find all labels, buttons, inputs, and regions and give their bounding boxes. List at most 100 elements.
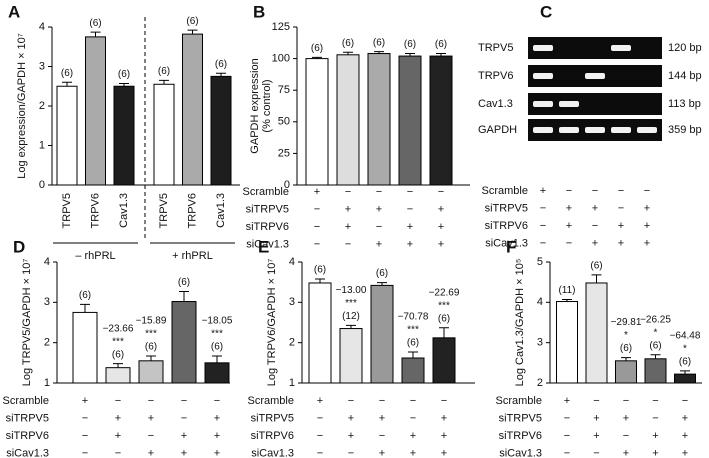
treatment-mark: +: [540, 185, 546, 197]
annotation: (6): [158, 66, 170, 77]
error-bar: [187, 29, 198, 35]
treatment-mark: +: [644, 220, 650, 232]
treatment-label: siCav1.3: [499, 447, 542, 458]
x-tick-label: TRPV6: [186, 193, 198, 228]
treatment-label: siCav1.3: [6, 447, 49, 458]
annotation: *: [683, 344, 687, 355]
bar: [398, 55, 422, 186]
x-tick-label: Cav1.3: [215, 193, 227, 228]
annotation: (6): [373, 37, 385, 48]
treatment-mark: −: [181, 395, 187, 407]
y-axis-label: (% control): [261, 79, 273, 132]
annotation: *: [654, 327, 658, 338]
error-bar: [113, 363, 123, 368]
treatment-mark: −: [407, 203, 413, 215]
error-bar: [80, 303, 90, 313]
treatment-mark: −: [540, 202, 546, 214]
annotation: (6): [186, 16, 198, 27]
treatment-label: siTRPV6: [251, 430, 294, 442]
bar: [56, 85, 78, 186]
treatment-mark: −: [564, 430, 570, 442]
treatment-mark: −: [148, 395, 154, 407]
error-bar: [346, 324, 356, 329]
treatment-mark: +: [593, 430, 599, 442]
annotation: ***: [145, 329, 157, 340]
treatment-mark: −: [148, 430, 154, 442]
treatment-mark: −: [566, 237, 572, 249]
annotation: (6): [178, 277, 190, 288]
treatment-mark: −: [376, 186, 382, 198]
treatment-mark: +: [652, 447, 658, 458]
error-bar: [159, 79, 169, 85]
treatment-mark: −: [376, 221, 382, 233]
treatment-label: siCav1.3: [251, 447, 294, 458]
treatment-mark: +: [593, 412, 599, 424]
treatment-mark: −: [441, 395, 447, 407]
treatment-mark: −: [181, 412, 187, 424]
treatment-mark: −: [566, 185, 572, 197]
treatment-mark: +: [410, 430, 416, 442]
treatment-mark: +: [345, 221, 351, 233]
panel-label: C: [540, 2, 552, 21]
gel-band: [611, 127, 631, 133]
x-tick-label: Cav1.3: [118, 193, 130, 228]
bar: [585, 282, 608, 384]
treatment-mark: +: [148, 447, 154, 458]
annotation: (6): [311, 43, 323, 54]
gel-band: [611, 45, 631, 51]
bar: [105, 367, 131, 384]
treatment-mark: −: [345, 238, 351, 250]
x-tick-label: TRPV5: [61, 193, 73, 228]
treatment-label: Scramble: [243, 186, 289, 198]
treatment-mark: +: [566, 220, 572, 232]
annotation: ***: [112, 336, 124, 347]
treatment-mark: −: [379, 430, 385, 442]
bar: [72, 311, 98, 384]
y-tick-label: 125: [272, 21, 290, 33]
bar: [210, 75, 232, 186]
treatment-mark: −: [345, 186, 351, 198]
gel-band: [585, 73, 605, 79]
y-tick-label: 3: [289, 296, 295, 308]
treatment-mark: −: [593, 395, 599, 407]
y-axis-label: Log expression/GAPDH × 10⁷: [16, 33, 28, 179]
annotation: (6): [145, 342, 157, 353]
annotation: −22.69: [429, 287, 460, 298]
treatment-mark: +: [348, 412, 354, 424]
treatment-mark: −: [540, 220, 546, 232]
treatment-mark: +: [592, 237, 598, 249]
treatment-mark: +: [644, 237, 650, 249]
bar: [367, 53, 391, 186]
treatment-mark: +: [592, 202, 598, 214]
error-bar: [650, 354, 661, 359]
y-tick-label: 0: [39, 179, 45, 191]
treatment-label: Scramble: [3, 395, 49, 407]
treatment-mark: −: [410, 412, 416, 424]
treatment-mark: +: [682, 430, 688, 442]
treatment-mark: +: [438, 238, 444, 250]
annotation: (6): [89, 18, 101, 29]
treatment-mark: −: [592, 220, 598, 232]
annotation: (6): [118, 69, 130, 80]
error-bar: [146, 355, 156, 361]
treatment-label: siTRPV6: [485, 220, 528, 232]
gel-row-label: Cav1.3: [478, 98, 513, 110]
annotation: (6): [404, 39, 416, 50]
treatment-mark: −: [82, 430, 88, 442]
treatment-label: siTRPV5: [6, 412, 49, 424]
y-tick-label: 5: [537, 256, 543, 268]
treatment-mark: −: [115, 447, 121, 458]
x-tick-label: TRPV5: [158, 193, 170, 228]
treatment-mark: −: [82, 447, 88, 458]
gel-size-label: 120 bp: [668, 42, 702, 54]
treatment-mark: +: [566, 202, 572, 214]
treatment-mark: +: [379, 447, 385, 458]
panel-label: E: [258, 237, 269, 256]
treatment-mark: −: [379, 395, 385, 407]
treatment-mark: −: [314, 238, 320, 250]
y-axis-label: Log TRPV6/GAPDH × 10⁷: [266, 259, 278, 387]
annotation: ***: [345, 298, 357, 309]
annotation: −64.48: [670, 331, 701, 342]
y-tick-label: 75: [278, 84, 290, 96]
gel-row-label: GAPDH: [478, 124, 517, 136]
